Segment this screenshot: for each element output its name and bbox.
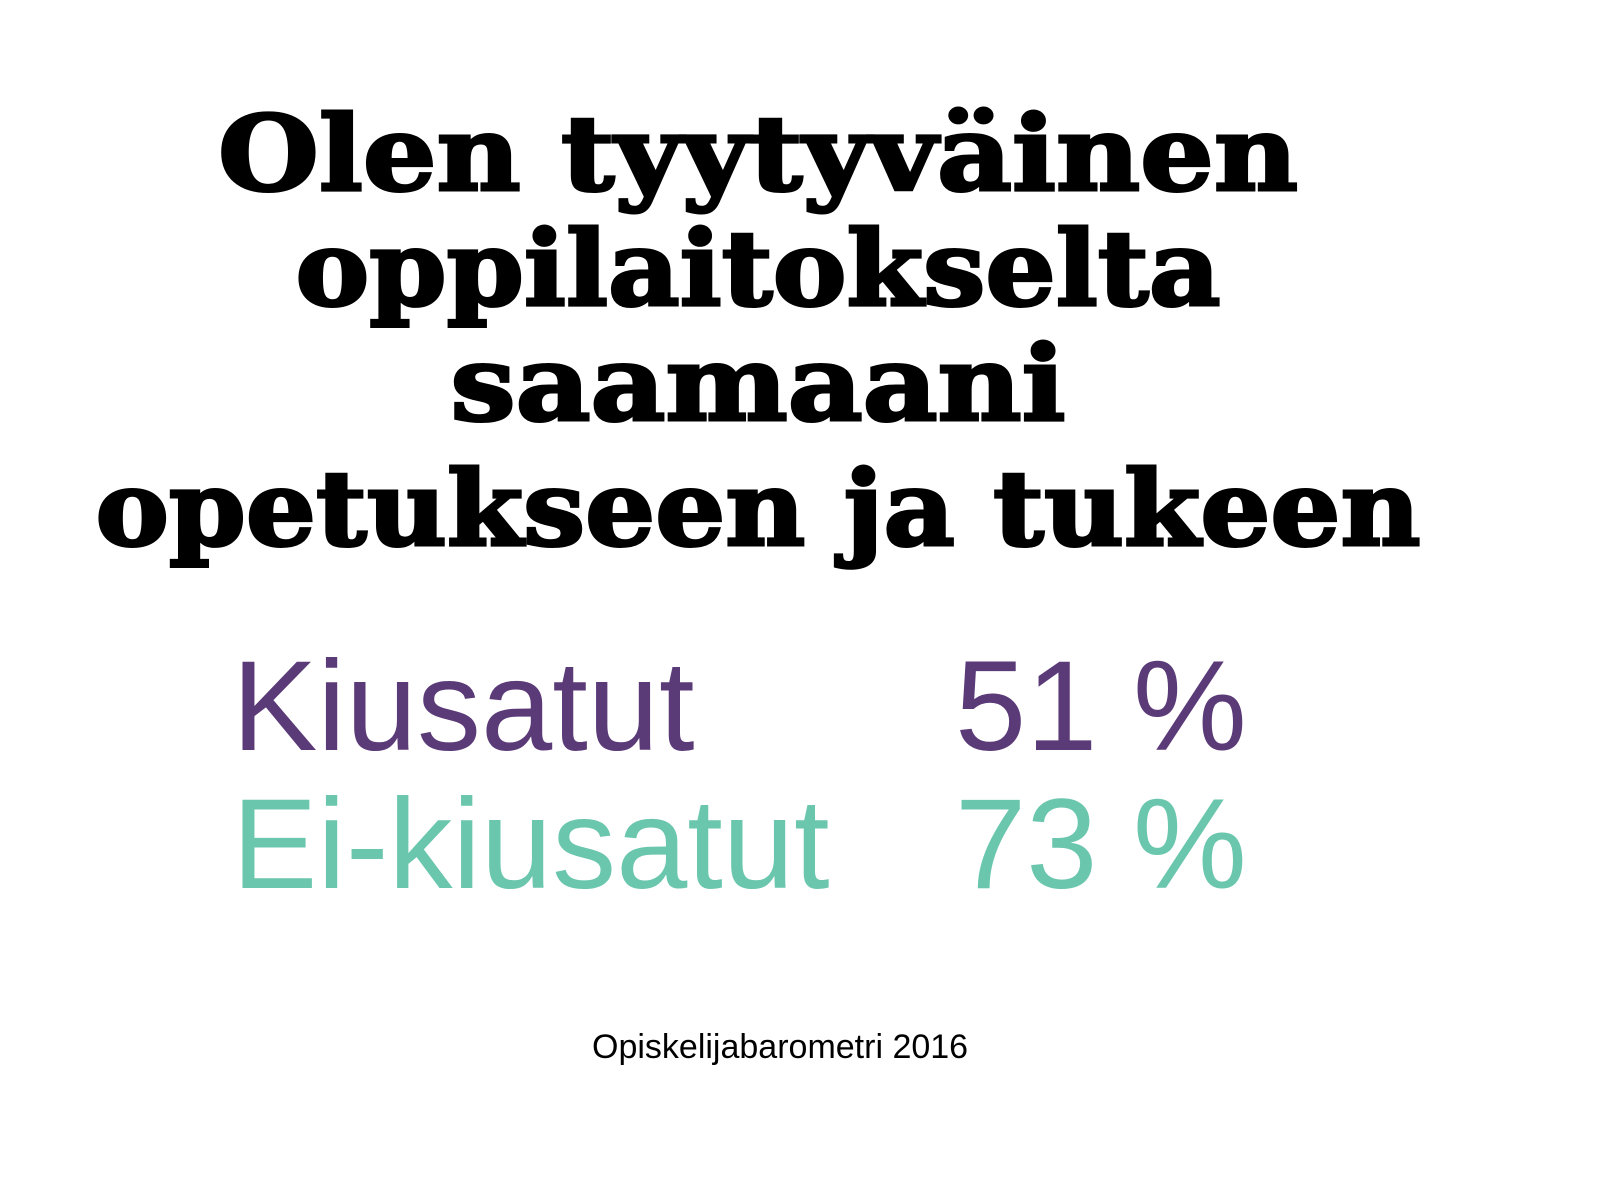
title: Olen tyytyväinenoppilaitokseltasaamaanio… [94, 91, 1422, 572]
row-label: Kiusatut [232, 635, 695, 778]
source: Opiskelijabarometri 2016 [592, 1028, 968, 1066]
title-line: Olen tyytyväinen [218, 92, 1298, 215]
rows: Kiusatut 51 % Ei-kiusatut 73 % [232, 635, 1247, 916]
title-line: saamaani [451, 322, 1066, 445]
row-value: 51 % [955, 635, 1247, 778]
title-line: oppilaitokselta [296, 207, 1221, 330]
row-label: Ei-kiusatut [232, 773, 830, 916]
row-value: 73 % [955, 773, 1247, 916]
title-line: opetukseen ja tukeen [96, 447, 1421, 570]
